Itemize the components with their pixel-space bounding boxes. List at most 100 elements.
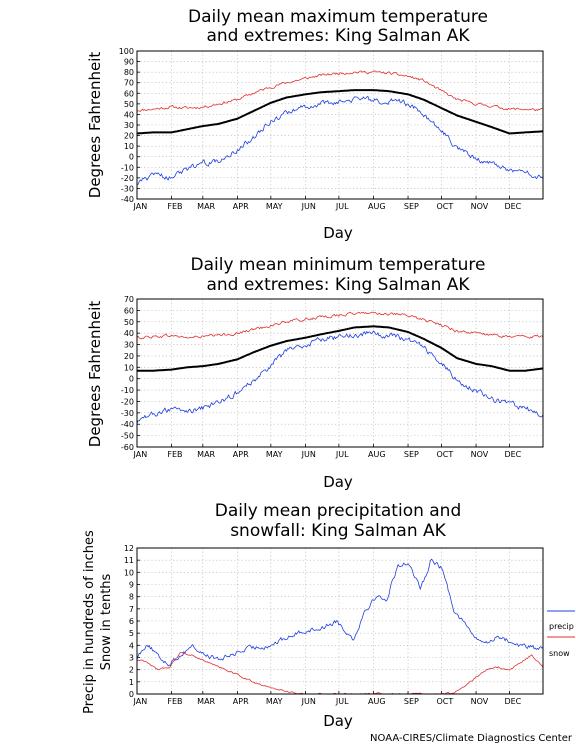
y-tick-label: 0	[129, 690, 134, 699]
x-tick-label-month: JUN	[301, 450, 316, 459]
plot-frame	[136, 50, 544, 200]
y-tick-label: -10	[121, 386, 134, 395]
x-tick-label-month: DEC	[504, 450, 521, 459]
x-tick-label-month: APR	[233, 697, 249, 706]
y-tick-label: 0	[129, 375, 134, 384]
x-tick-label-month: JAN	[133, 202, 148, 211]
y-tick-label: -10	[121, 163, 134, 172]
y-tick-label: -30	[121, 409, 134, 418]
series-line-snow	[136, 652, 544, 695]
y-tick-label: 0	[129, 153, 134, 162]
x-tick-label-month: JUN	[301, 697, 316, 706]
plot-frame	[136, 298, 544, 448]
x-tick-label-month: NOV	[471, 697, 489, 706]
chart3-y-axis-label-line1: Precip in hundreds of inches	[82, 530, 97, 714]
y-tick-label: 9	[129, 581, 134, 590]
x-tick-label-month: FEB	[167, 697, 182, 706]
y-tick-label: 100	[119, 47, 134, 56]
x-tick-label-month: FEB	[167, 202, 182, 211]
chart3-title-line2: snowfall: King Salman AK	[230, 521, 446, 541]
y-tick-label: -60	[121, 443, 134, 452]
x-tick-label-month: MAY	[266, 202, 283, 211]
x-tick-label-month: AUG	[368, 202, 386, 211]
x-tick-label-month: SEP	[404, 450, 419, 459]
x-tick-label-month: MAR	[197, 202, 215, 211]
y-tick-label: 30	[124, 121, 134, 130]
y-tick-label: 90	[124, 58, 134, 67]
x-tick-label-month: OCT	[436, 697, 453, 706]
series-line-mean	[136, 89, 544, 135]
x-tick-label-month: MAR	[197, 697, 215, 706]
chart1-title-line1: Daily mean maximum temperature	[188, 7, 488, 27]
y-tick-label: 60	[124, 306, 134, 315]
x-tick-label-month: JUL	[335, 202, 349, 211]
x-tick-label-month: FEB	[167, 450, 182, 459]
chart-daily-precipitation-snowfall: Daily mean precipitation and snowfall: K…	[82, 501, 575, 730]
series-line-record_high	[136, 70, 544, 112]
chart2-y-axis-label: Degrees Fahrenheit	[86, 301, 104, 448]
y-tick-label: 20	[124, 352, 134, 361]
y-tick-label: 3	[129, 654, 134, 663]
y-tick-label: 11	[124, 556, 134, 565]
x-tick-label-month: JUL	[335, 450, 349, 459]
x-tick-label-month: APR	[233, 450, 249, 459]
x-tick-label-month: SEP	[404, 697, 419, 706]
y-tick-label: 6	[129, 617, 134, 626]
y-tick-label: 10	[124, 363, 134, 372]
x-tick-label-month: OCT	[436, 450, 453, 459]
y-tick-label: -40	[121, 420, 134, 429]
y-tick-label: 20	[124, 132, 134, 141]
plot-frame	[136, 547, 544, 695]
y-tick-label: 12	[124, 544, 134, 553]
series-line-precip	[136, 558, 544, 667]
chart1-y-axis-label: Degrees Fahrenheit	[86, 52, 104, 199]
chart-daily-min-temperature: Daily mean minimum temperature and extre…	[86, 255, 544, 491]
x-tick-label-month: JAN	[133, 450, 148, 459]
x-tick-label-month: OCT	[436, 202, 453, 211]
y-tick-label: 1	[129, 678, 134, 687]
y-tick-label: 4	[129, 641, 134, 650]
x-tick-label-month: NOV	[471, 202, 489, 211]
chart2-x-axis-label: Day	[323, 473, 353, 491]
legend-snow-label: snow	[549, 649, 570, 658]
y-tick-label: 10	[124, 142, 134, 151]
x-tick-label-month: MAR	[197, 450, 215, 459]
x-tick-label-month: DEC	[504, 202, 521, 211]
y-tick-label: 40	[124, 110, 134, 119]
source-credit: NOAA-CIRES/Climate Diagnostics Center	[370, 733, 573, 744]
legend-precip-label: precip	[549, 622, 574, 631]
x-tick-label-month: AUG	[368, 697, 386, 706]
chart1-title-line2: and extremes: King Salman AK	[206, 26, 470, 46]
chart-daily-max-temperature: Daily mean maximum temperature and extre…	[86, 7, 544, 242]
chart3-y-axis-label-line2: Snow in tenths	[99, 573, 114, 670]
chart3-x-axis-label: Day	[323, 712, 353, 730]
chart1-x-axis-label: Day	[323, 224, 353, 242]
y-tick-label: 10	[124, 568, 134, 577]
series-line-record_low	[136, 95, 544, 185]
y-tick-label: 70	[124, 295, 134, 304]
x-tick-label-month: NOV	[471, 450, 489, 459]
series-line-record_high	[136, 311, 544, 340]
x-tick-label-month: MAY	[266, 697, 283, 706]
x-tick-label-month: SEP	[404, 202, 419, 211]
y-tick-label: -50	[121, 432, 134, 441]
y-tick-label: 7	[129, 605, 134, 614]
y-tick-label: -20	[121, 397, 134, 406]
y-tick-label: 2	[129, 666, 134, 675]
x-tick-label-month: AUG	[368, 450, 386, 459]
series-line-mean	[137, 325, 544, 372]
x-tick-label-month: JUN	[301, 202, 316, 211]
chart2-title-line1: Daily mean minimum temperature	[191, 255, 486, 275]
y-tick-label: 40	[124, 329, 134, 338]
y-tick-label: -20	[121, 174, 134, 183]
y-tick-label: 60	[124, 89, 134, 98]
y-tick-label: 30	[124, 341, 134, 350]
x-tick-label-month: MAY	[266, 450, 283, 459]
x-tick-label-month: APR	[233, 202, 249, 211]
y-tick-label: 5	[129, 629, 134, 638]
chart2-title-line2: and extremes: King Salman AK	[206, 275, 470, 295]
y-tick-label: 80	[124, 68, 134, 77]
chart3-legend: precip snow	[547, 610, 575, 658]
y-tick-label: 8	[129, 593, 134, 602]
